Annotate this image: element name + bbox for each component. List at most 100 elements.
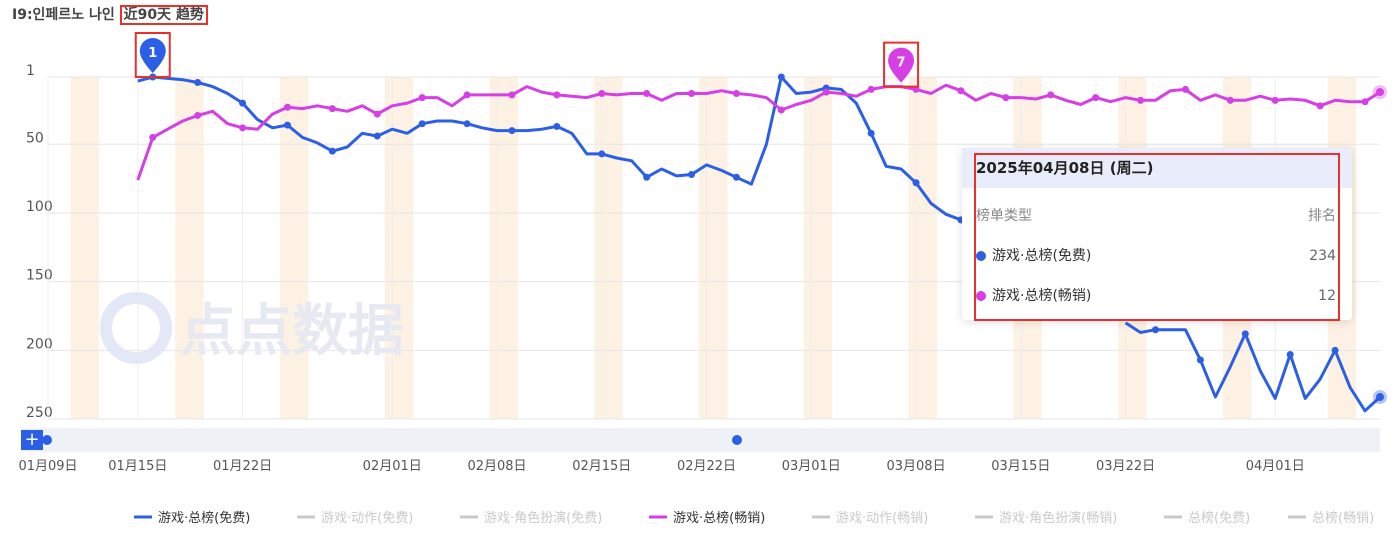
data-point (1002, 94, 1010, 102)
data-point (1271, 96, 1279, 104)
x-tick-label: 02月22日 (677, 459, 736, 474)
x-tick-label: 03月01日 (782, 459, 841, 474)
series-line-free (1124, 321, 1382, 413)
legend-item[interactable]: 游戏·角色扮演(免费) (484, 510, 602, 526)
data-point (1152, 326, 1160, 334)
tooltip-row-grossing-label: 游戏·总榜(畅销) (976, 286, 1091, 306)
data-point (1226, 96, 1234, 104)
data-point (1286, 350, 1294, 358)
data-point (194, 111, 202, 119)
legend-item[interactable]: 总榜(畅销) (1312, 510, 1374, 526)
y-tick-label: 1 (26, 63, 35, 79)
x-tick-label: 02月08日 (467, 459, 526, 474)
weekend-band (279, 77, 309, 419)
x-tick-label: 04月01日 (1246, 459, 1305, 474)
event-marker-highlight-box (883, 41, 920, 88)
grossing-series-dot-icon (976, 291, 986, 301)
weekend-band (489, 77, 518, 419)
data-point (373, 132, 381, 140)
data-point (553, 122, 561, 130)
data-point (463, 120, 471, 128)
legend-item[interactable]: 游戏·总榜(免费) (158, 510, 250, 526)
tooltip-date: 2025年04月08日 (周二) (962, 148, 1352, 188)
x-tick-label: 03月08日 (886, 459, 945, 474)
data-point (328, 147, 336, 155)
series-line-grossing (136, 83, 1381, 181)
data-point (1241, 330, 1249, 338)
data-point (1181, 85, 1189, 93)
chart-title: I9:인페르노 나인 近90天 趋势 (12, 4, 208, 25)
x-tick-label: 01月22日 (213, 459, 272, 474)
range-label: 近90天 (123, 7, 172, 23)
app-name: I9:인페르노 나인 (12, 7, 115, 23)
legend-item[interactable]: 总榜(免费) (1188, 510, 1250, 526)
data-point (598, 150, 606, 158)
range-scroller-track (21, 428, 1380, 452)
trend-label: 趋势 (175, 7, 204, 23)
legend-item[interactable]: 游戏·角色扮演(畅销) (999, 510, 1117, 526)
data-point (239, 99, 247, 107)
watermark-text: 点点数据 (180, 299, 404, 364)
legend-item[interactable]: 游戏·动作(畅销) (836, 511, 928, 526)
event-marker-pin-icon (888, 47, 915, 83)
data-point (283, 103, 291, 111)
tooltip-row-grossing-name: 游戏·总榜(畅销) (992, 288, 1092, 304)
weekend-band (70, 77, 99, 419)
data-point (732, 173, 740, 181)
legend-item[interactable]: 游戏·动作(免费) (321, 511, 413, 526)
data-point (732, 89, 740, 97)
data-point (1137, 96, 1145, 104)
weekend-band (803, 77, 833, 419)
data-point (643, 173, 651, 181)
data-point (1047, 91, 1055, 99)
tooltip-col-rank: 排名 (1308, 208, 1336, 224)
last-point (1376, 88, 1384, 97)
y-tick-label: 100 (26, 199, 53, 215)
weekend-band (908, 77, 937, 419)
legend-item[interactable]: 游戏·总榜(畅销) (673, 510, 765, 526)
x-tick-label: 03月22日 (1096, 459, 1155, 474)
data-point (598, 89, 606, 97)
data-point (373, 110, 381, 118)
data-point (912, 179, 920, 187)
y-tick-label: 250 (26, 405, 53, 421)
last-point (1376, 393, 1384, 402)
data-point (418, 120, 426, 128)
data-point (463, 91, 471, 99)
data-point (867, 85, 875, 93)
tooltip-panel: 2025年04月08日 (周二) 榜单类型 排名 游戏·总榜(免费) 234 游… (962, 148, 1352, 320)
data-point (328, 105, 336, 113)
weekend-band (384, 77, 414, 419)
y-tick-label: 150 (26, 268, 53, 284)
data-point (1196, 356, 1204, 364)
x-tick-label: 01月15日 (108, 459, 167, 474)
event-marker-label: 7 (897, 56, 906, 71)
data-point (194, 78, 202, 86)
data-point (1361, 98, 1369, 106)
y-tick-label: 50 (26, 130, 44, 146)
tooltip-row-free-value: 234 (1309, 248, 1336, 264)
range-scroller-handle-left (42, 435, 52, 445)
x-tick-label: 01月09日 (18, 459, 77, 474)
add-series-button[interactable]: + (21, 430, 43, 450)
data-point (688, 171, 696, 179)
data-point (283, 121, 291, 129)
data-point (418, 94, 426, 102)
x-tick-label: 02月15日 (572, 459, 631, 474)
data-point (957, 87, 965, 95)
tooltip-row-free-name: 游戏·总榜(免费) (992, 248, 1092, 264)
data-point (508, 91, 516, 99)
data-point (822, 88, 830, 96)
weekend-band (594, 77, 623, 419)
tooltip-row-grossing-value: 12 (1318, 288, 1336, 304)
data-point (149, 133, 157, 141)
event-marker-pin-icon (139, 38, 166, 73)
tooltip-col-type: 榜单类型 (976, 208, 1032, 224)
watermark-logo-icon (100, 292, 172, 364)
x-tick-label: 03月15日 (991, 459, 1050, 474)
data-point (777, 106, 785, 114)
series-line-free (137, 75, 962, 222)
data-point (1316, 102, 1324, 110)
data-point (508, 127, 516, 135)
